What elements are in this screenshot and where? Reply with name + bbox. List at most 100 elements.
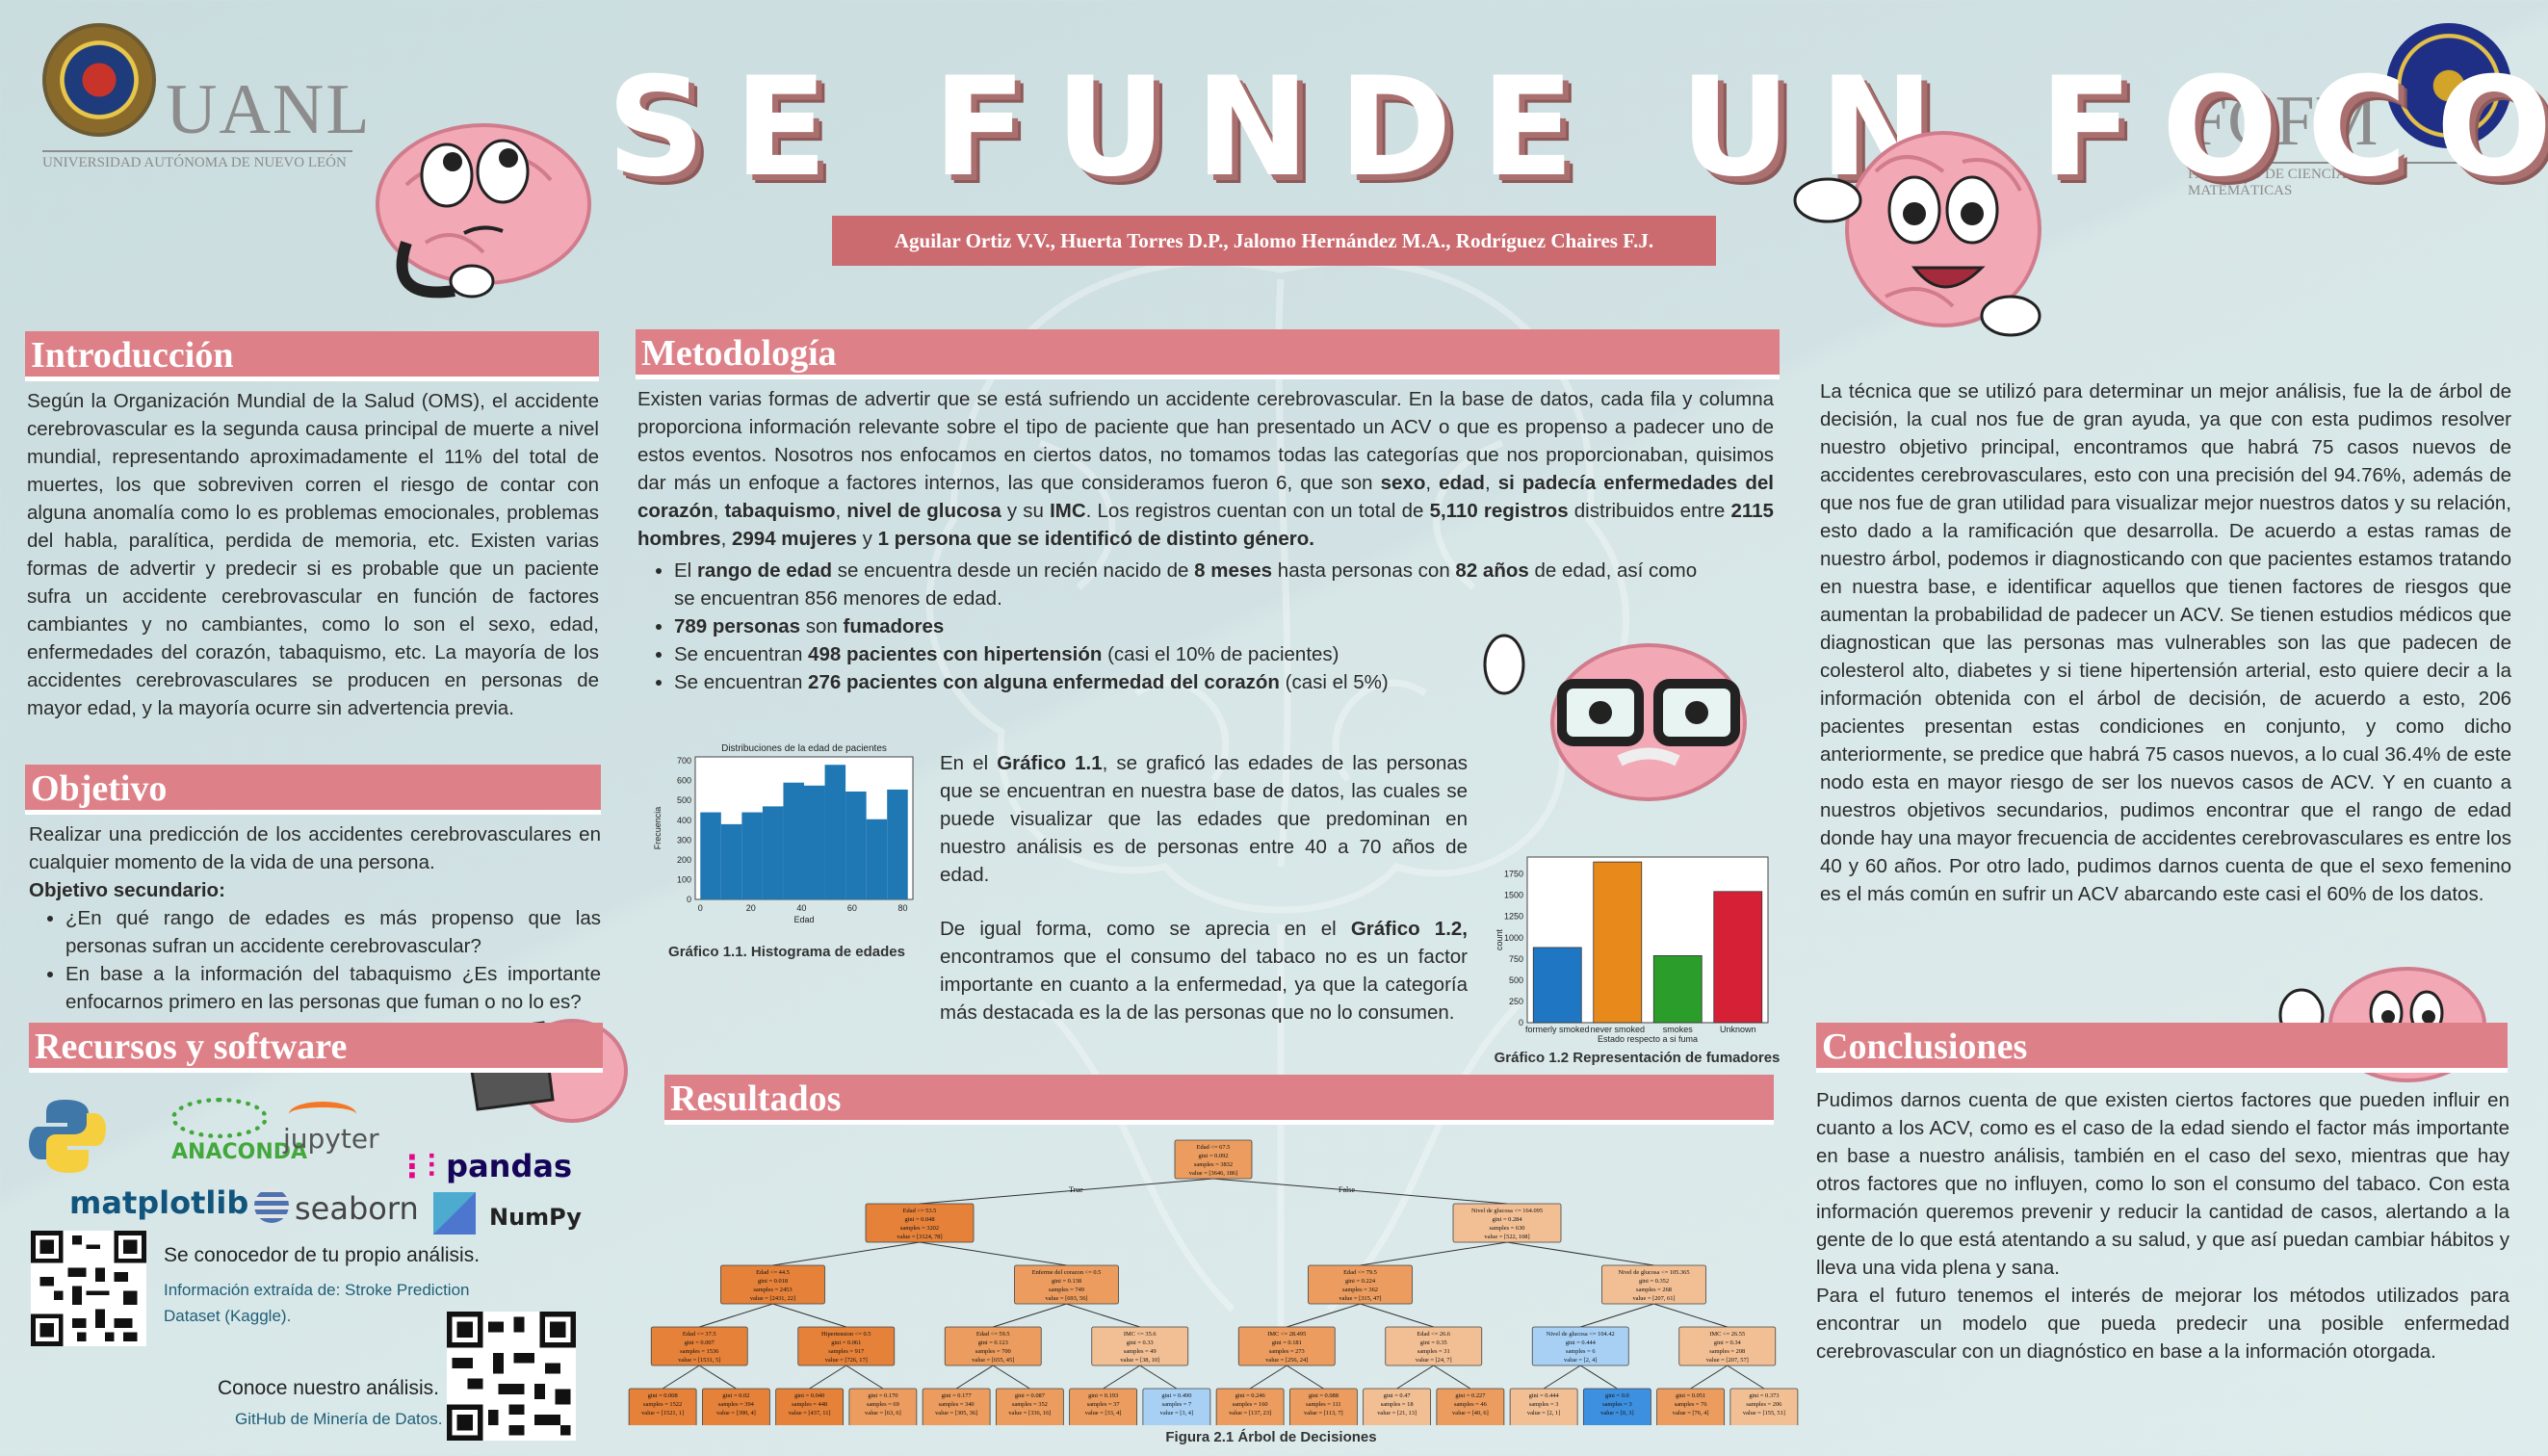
tree-node-text: samples = 362 <box>1342 1287 1378 1293</box>
bullet-text: de edad, así como se encuentran 856 meno… <box>674 559 1698 610</box>
tree-edge <box>919 1241 1067 1266</box>
metodologia-body: Existen varias formas de advertir que se… <box>637 385 1774 553</box>
tree-edge <box>1287 1303 1361 1328</box>
objetivo-secundario-item: En base a la información del tabaquismo … <box>65 960 601 1016</box>
tree-node-box <box>628 1388 697 1425</box>
tree-node-box <box>995 1388 1064 1425</box>
bullet-fumadores: 789 personas son fumadores <box>674 612 1716 640</box>
tree-node-text: gini = 0.284 <box>1492 1216 1522 1223</box>
tree-node-text: value = [155, 51] <box>1743 1410 1785 1417</box>
tree-edge <box>1360 1241 1508 1266</box>
metodologia-text: , <box>835 500 847 522</box>
tree-edge <box>993 1303 1067 1328</box>
tree-leaf-node: gini = 0.193 samples = 37 value = [33, 4] <box>1069 1388 1138 1425</box>
tree-node-text: gini = 0.177 <box>942 1392 973 1399</box>
bullet-bold: 8 meses <box>1194 559 1273 582</box>
tree-leaf-node: gini = 0.246 samples = 160 value = [137, 2… <box>1215 1388 1285 1425</box>
tree-edge <box>1249 1365 1287 1390</box>
tree-node-box <box>1436 1388 1505 1425</box>
fcfm-seal-logo <box>2386 23 2511 148</box>
tree-node-text: IMC <= 35.6 <box>1124 1331 1157 1338</box>
pandas-logo-text: pandas <box>446 1148 572 1184</box>
tree-node-text: gini = 0.33 <box>1127 1339 1154 1346</box>
tree-node-text: gini = 0.02 <box>722 1392 749 1399</box>
tree-edge <box>1212 1178 1508 1205</box>
tree-leaf-node: gini = 0.47 samples = 18 value = [21, 13] <box>1363 1388 1432 1425</box>
tree-node-text: value = [1521, 1] <box>641 1410 684 1417</box>
bullet-text: Se encuentran <box>674 643 809 665</box>
pandas-logo: ⋮⫶ pandas <box>397 1148 572 1185</box>
tree-leaf-node: gini = 0.490 samples = 7 value = [3, 4] <box>1142 1388 1211 1425</box>
authors-banner: Aguilar Ortiz V.V., Huerta Torres D.P., … <box>832 216 1716 266</box>
tree-node-box <box>1142 1388 1211 1425</box>
tree-leaf-node: gini = 0.177 samples = 340 value = [305, 3… <box>922 1388 991 1425</box>
pointing-brain-mascot <box>1793 131 2041 337</box>
metodologia-text: , <box>1425 472 1440 494</box>
smoking-category-label: smokes <box>1663 1025 1694 1034</box>
grafico-text: , se graficó las edades de las personas … <box>940 752 1468 886</box>
tree-node-text: value = [1531, 5] <box>678 1357 720 1364</box>
tree-node-text: gini = 0.0 <box>1605 1392 1629 1399</box>
tree-node-text: samples = 394 <box>718 1401 755 1408</box>
tree-node-text: samples = 630 <box>1490 1225 1525 1232</box>
tree-node-text: value = [3124, 78] <box>897 1234 942 1240</box>
smoking-y-tick: 500 <box>1509 975 1523 985</box>
tree-node-text: value = [24, 7] <box>1416 1357 1452 1364</box>
smoking-y-tick: 1000 <box>1504 933 1523 943</box>
github-qr-code[interactable] <box>447 1312 576 1441</box>
bullet-text: Se encuentran <box>674 671 809 693</box>
histogram-title: Distribuciones de la edad de pacientes <box>721 743 887 754</box>
tree-node-box <box>944 1326 1042 1366</box>
tree-edge <box>1579 1365 1618 1390</box>
kaggle-qr-code[interactable] <box>31 1231 146 1346</box>
tree-node-text: value = [2431, 22] <box>750 1295 795 1302</box>
tree-node-box <box>1729 1388 1799 1425</box>
tree-node-text: Nivel de glucosa <= 104.42 <box>1547 1331 1615 1338</box>
tree-node-text: gini = 0.018 <box>758 1278 788 1285</box>
tree-leaf-node: gini = 0.008 samples = 1522 value = [1521,… <box>628 1388 697 1425</box>
tree-node-text: samples = 208 <box>1709 1348 1745 1355</box>
tree-split-node: Nivel de glucosa <= 105.365 gini = 0.352 s… <box>1601 1264 1706 1305</box>
tree-node-text: value = [0, 3] <box>1600 1410 1633 1417</box>
tree-node-text: gini = 0.34 <box>1714 1339 1742 1346</box>
tree-edge <box>919 1178 1214 1205</box>
conclusiones-heading: Conclusiones <box>1816 1023 2508 1073</box>
metodologia-bullets: El rango de edad se encuentra desde un r… <box>637 557 1716 696</box>
uanl-logo-text: UANL <box>166 70 372 149</box>
qr2-github-link[interactable]: GitHub de Minería de Datos. <box>235 1410 443 1428</box>
tree-node-box <box>1363 1388 1432 1425</box>
tree-node-box <box>1531 1326 1629 1366</box>
tree-node-text: gini = 0.444 <box>1529 1392 1560 1399</box>
tree-node-box <box>922 1388 991 1425</box>
tree-node-text: gini = 0.040 <box>794 1392 824 1399</box>
tree-node-text: value = [2, 1] <box>1527 1410 1560 1417</box>
tree-split-node: Edad <= 53.5 gini = 0.048 samples = 3202 va… <box>865 1203 975 1243</box>
tree-node-text: value = [40, 6] <box>1452 1410 1489 1417</box>
tree-node-text: value = [137, 23] <box>1229 1410 1271 1417</box>
tree-node-text: samples = 3832 <box>1194 1161 1233 1168</box>
tree-node-box <box>1656 1388 1726 1425</box>
metodologia-bold: 2994 mujeres <box>731 528 857 550</box>
tree-node-text: samples = 3202 <box>900 1225 939 1232</box>
tree-node-text: value = [726, 17] <box>825 1357 868 1364</box>
tree-node-text: samples = 6 <box>1566 1348 1596 1355</box>
tree-leaf-node: gini = 0.088 samples = 111 value = [113, 7… <box>1288 1388 1358 1425</box>
tree-node-text: Edad <= 59.5 <box>976 1331 1010 1338</box>
histogram-bar <box>845 791 867 899</box>
tree-node-text: samples = 352 <box>1012 1401 1048 1408</box>
metodologia-bold: nivel de glucosa <box>846 500 1001 522</box>
qr1-source-link[interactable]: Información extraída de: Stroke Predicti… <box>164 1281 470 1325</box>
tree-node-text: samples = 917 <box>828 1348 865 1355</box>
histogram-bar <box>762 806 784 899</box>
tree-edge <box>1506 1241 1654 1266</box>
metodologia-bold: 1 persona que se identificó de distinto … <box>877 528 1314 550</box>
tree-node-text: value = [655, 45] <box>972 1357 1014 1364</box>
tree-node-text: gini = 0.008 <box>648 1392 678 1399</box>
tree-node-box <box>701 1388 770 1425</box>
tree-node-text: gini = 0.007 <box>685 1339 715 1346</box>
bullet-edad: El rango de edad se encuentra desde un r… <box>674 557 1704 612</box>
tree-node-text: value = [207, 61] <box>1632 1295 1675 1302</box>
tree-node-box <box>1237 1326 1336 1366</box>
